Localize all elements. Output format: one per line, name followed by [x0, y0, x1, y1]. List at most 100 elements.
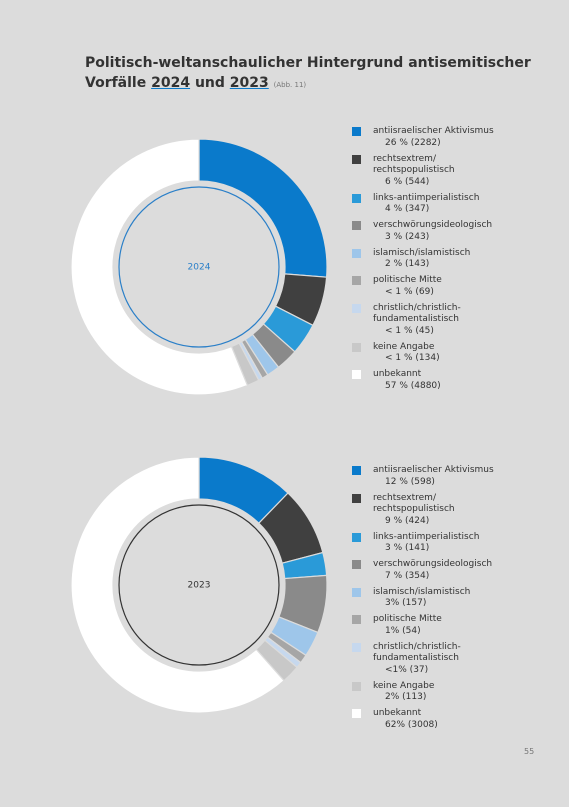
legend-text: antiisraelischer Aktivismus 12 % (598) — [373, 465, 494, 488]
legend-text: islamisch/islamistisch 3% (157) — [373, 587, 470, 610]
value-label: < 1 % (45) — [385, 325, 434, 336]
legend-name: keine Angabe — [373, 680, 435, 691]
legend-text: christlich/christlich- fundamentalistisc… — [373, 303, 461, 338]
legend-item: verschwörungsideologisch 7 % (354) — [352, 559, 552, 582]
legend-text: keine Angabe 2% (113) — [373, 681, 434, 704]
value-label: 3% (157) — [385, 598, 427, 608]
value-label: 57 % (4880) — [385, 380, 441, 391]
legend-swatch — [352, 615, 361, 624]
legend-item: keine Angabe < 1 % (134) — [352, 342, 552, 365]
legend-text: christlich/christlich- fundamentalistisc… — [373, 642, 461, 677]
legend-name: unbekannt — [373, 369, 422, 379]
value-label: 62% (3008) — [385, 719, 438, 730]
legend-swatch — [352, 303, 361, 313]
legend-swatch — [352, 221, 361, 230]
legend-text: unbekannt 62% (3008) — [373, 708, 438, 731]
value-label: 12 % (598) — [385, 476, 435, 487]
value-label: 6 % (544) — [385, 176, 430, 187]
legend-text: keine Angabe < 1 % (134) — [373, 342, 440, 365]
legend-text: verschwörungsideologisch 7 % (354) — [373, 559, 492, 582]
legend-text: politische Mitte < 1 % (69) — [373, 275, 442, 298]
legend-text: rechtsextrem/ rechtspopulistisch 6 % (544… — [373, 154, 455, 189]
legend-swatch — [352, 127, 361, 136]
value-label: < 1 % (69) — [385, 286, 434, 297]
legend-item: keine Angabe 2% (113) — [352, 681, 552, 704]
legend-item: politische Mitte 1% (54) — [352, 614, 552, 637]
legend-name: verschwörungsideologisch — [373, 220, 493, 230]
legend-swatch — [352, 154, 361, 164]
value-label: 7 % (354) — [385, 570, 430, 581]
legend-item: links-antiimperialistisch 4 % (347) — [352, 193, 552, 216]
value-label: 2% (113) — [385, 692, 427, 702]
center-ring — [118, 186, 280, 348]
legend-name: islamisch/islamistisch — [373, 247, 471, 258]
legend-item: links-antiimperialistisch 3 % (141) — [352, 532, 552, 555]
value-label: 1% (54) — [385, 625, 421, 636]
legend-swatch — [352, 370, 361, 379]
legend-name: islamisch/islamistisch — [373, 586, 471, 597]
legend-swatch — [352, 709, 361, 718]
legend-text: links-antiimperialistisch 4 % (347) — [373, 193, 479, 216]
value-label: 9 % (424) — [385, 515, 430, 526]
legend-name: rechtsextrem/ rechtspopulistisch — [373, 153, 455, 176]
legend-swatch — [352, 642, 361, 652]
legend-swatch — [352, 560, 361, 569]
legend-name: keine Angabe — [373, 341, 435, 352]
legend-item: antiisraelischer Aktivismus 26 % (2282) — [352, 126, 552, 149]
donut-slice — [70, 456, 285, 714]
center-ring — [118, 504, 280, 666]
legend-item: unbekannt 57 % (4880) — [352, 369, 552, 392]
legend-item: antiisraelischer Aktivismus 12 % (598) — [352, 465, 552, 488]
legend-swatch — [352, 532, 361, 542]
value-label: 26 % (2282) — [385, 137, 441, 148]
value-label: 3 % (243) — [385, 231, 430, 242]
legend-item: politische Mitte < 1 % (69) — [352, 275, 552, 298]
legend-item: islamisch/islamistisch 2 % (143) — [352, 248, 552, 271]
legend-swatch — [352, 493, 361, 503]
legend-name: verschwörungsideologisch — [373, 559, 493, 569]
legend-name: christlich/christlich- fundamentalistisc… — [373, 641, 461, 664]
legend-name: links-antiimperialistisch — [373, 531, 480, 542]
legend-text: politische Mitte 1% (54) — [373, 614, 442, 637]
legend-swatch — [352, 276, 361, 285]
title-year: 2024 — [151, 75, 191, 91]
legend-swatch — [352, 193, 361, 203]
legend-text: rechtsextrem/ rechtspopulistisch 9 % (424… — [373, 493, 455, 528]
page-number: 55 — [524, 747, 535, 756]
title: Politisch-weltanschaulicher Hintergrund … — [85, 53, 531, 95]
legend-item: christlich/christlich- fundamentalistisc… — [352, 642, 552, 677]
legend-item: unbekannt 62% (3008) — [352, 708, 552, 731]
value-label: 3 % (141) — [385, 543, 430, 553]
title-year: 2023 — [229, 75, 269, 91]
legend-text: islamisch/islamistisch 2 % (143) — [373, 248, 470, 271]
legend-name: politische Mitte — [373, 275, 442, 285]
legend-name: christlich/christlich- fundamentalistisc… — [373, 302, 461, 325]
title-line: Politisch-weltanschaulicher Hintergrund … — [85, 55, 531, 71]
legend-item: verschwörungsideologisch 3 % (243) — [352, 220, 552, 243]
legend-text: antiisraelischer Aktivismus 26 % (2282) — [373, 126, 494, 149]
legend-text: verschwörungsideologisch 3 % (243) — [373, 220, 492, 243]
legend-name: rechtsextrem/ rechtspopulistisch — [373, 492, 455, 515]
value-label: 2 % (143) — [385, 259, 430, 269]
figure-ref: (Abb. 11) — [273, 81, 307, 89]
legend-name: antiisraelischer Aktivismus — [373, 126, 494, 136]
legend-swatch — [352, 681, 361, 691]
legend-name: unbekannt — [373, 708, 422, 718]
legend-name: antiisraelischer Aktivismus — [373, 465, 494, 475]
legend-swatch — [352, 466, 361, 475]
legend-item: rechtsextrem/ rechtspopulistisch 9 % (424… — [352, 493, 552, 528]
title-word: Vorfälle — [85, 75, 147, 91]
legend-item: rechtsextrem/ rechtspopulistisch 6 % (544… — [352, 154, 552, 189]
legend-name: politische Mitte — [373, 614, 442, 624]
center-label: 2023 — [188, 581, 211, 591]
donut-slice — [70, 138, 249, 396]
legend-swatch — [352, 248, 361, 258]
title-word: und — [194, 75, 225, 91]
legend: antiisraelischer Aktivismus 26 % (2282) re… — [352, 126, 552, 397]
legend: antiisraelischer Aktivismus 12 % (598) rec… — [352, 465, 552, 736]
legend-item: islamisch/islamistisch 3% (157) — [352, 587, 552, 610]
value-label: <1% (37) — [385, 664, 429, 675]
legend-swatch — [352, 587, 361, 597]
value-label: 4 % (347) — [385, 204, 430, 214]
